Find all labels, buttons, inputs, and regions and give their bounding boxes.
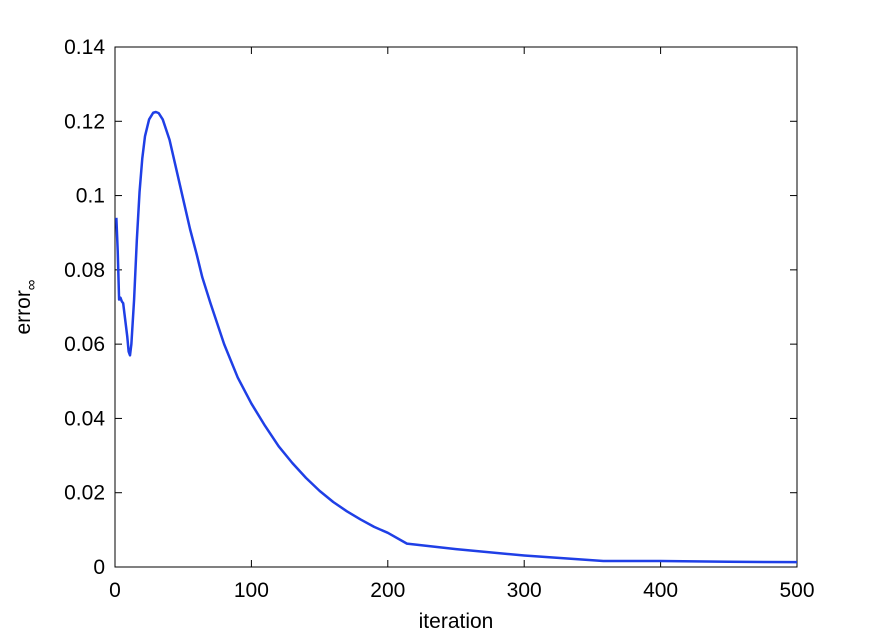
y-tick-label: 0.06 (64, 333, 105, 356)
y-tick-label: 0.04 (64, 407, 105, 430)
y-axis-label-main: error (12, 290, 35, 334)
x-tick-label: 300 (507, 579, 542, 602)
y-axis-label: error∞ (12, 279, 40, 334)
y-tick-label: 0 (93, 556, 105, 579)
y-tick-label: 0.14 (64, 36, 105, 59)
data-line (115, 110, 798, 564)
x-tick-label: 100 (234, 579, 269, 602)
plot-frame (114, 46, 798, 568)
x-tick-label: 400 (643, 579, 678, 602)
y-tick-label: 0.12 (64, 110, 105, 133)
y-tick-label: 0.02 (64, 482, 105, 505)
x-tick-label: 0 (109, 579, 121, 602)
x-axis-label: iteration (419, 610, 494, 633)
x-tick-label: 200 (370, 579, 405, 602)
y-axis-label-subscript: ∞ (23, 279, 40, 290)
y-tick-label: 0.08 (64, 259, 105, 282)
y-tick-label: 0.1 (76, 185, 105, 208)
x-tick-label: 500 (779, 579, 814, 602)
